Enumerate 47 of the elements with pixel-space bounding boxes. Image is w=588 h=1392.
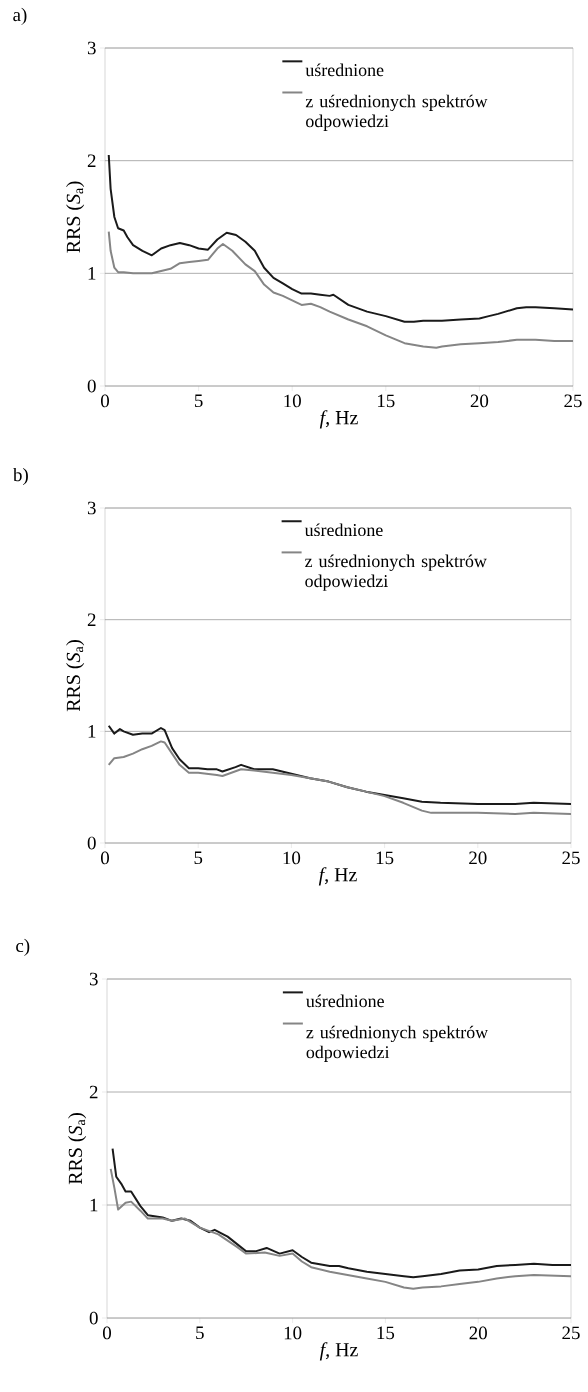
x-tick-label: 10 xyxy=(283,851,301,865)
chart-title: a) xyxy=(13,7,27,25)
chart-title: c) xyxy=(16,938,30,956)
x-tick-label: 20 xyxy=(469,1326,487,1340)
x-axis-title: f, Hz xyxy=(319,1342,358,1361)
x-tick-label: 15 xyxy=(376,851,394,865)
x-tick-label: 20 xyxy=(470,394,489,408)
y-tick-label: 1 xyxy=(88,267,96,280)
legend-label: uśrednione xyxy=(305,63,384,77)
legend-label: z uśrednionych spektrów odpowiedzi xyxy=(305,554,487,591)
line-series xyxy=(111,1147,571,1279)
x-tick-label: 25 xyxy=(562,1326,580,1340)
y-tick-label: 0 xyxy=(87,836,96,850)
y-tick-label: 1 xyxy=(88,725,96,738)
legend-label: uśrednione xyxy=(306,994,384,1008)
y-tick-label: 3 xyxy=(87,41,96,55)
x-tick-label: 25 xyxy=(562,851,580,865)
y-tick-label: 3 xyxy=(89,972,98,986)
y-tick-label: 2 xyxy=(89,1085,98,1099)
y-tick-label: 0 xyxy=(89,1311,98,1325)
x-tick-label: 20 xyxy=(469,851,487,865)
line-series xyxy=(107,154,573,323)
legend-label: z uśrednionych spektrów odpowiedzi xyxy=(306,1025,489,1062)
x-tick-label: 25 xyxy=(564,394,582,408)
x-tick-label: 15 xyxy=(377,1326,395,1340)
legend-label: z uśrednionych spektrów odpowiedzi xyxy=(305,94,488,131)
y-tick-label: 0 xyxy=(87,379,96,393)
y-axis-title: RRS (S$_{a}$) xyxy=(66,181,85,253)
y-axis-title: RRS (S$_{a}$) xyxy=(68,1113,87,1185)
legend-label: uśrednione xyxy=(304,523,383,537)
y-tick-label: 2 xyxy=(87,154,96,167)
x-tick-label: 10 xyxy=(284,1326,302,1340)
y-axis-title: RRS (S$_{a}$) xyxy=(66,640,85,712)
x-tick-label: 0 xyxy=(100,851,109,865)
x-tick-label: 5 xyxy=(196,1326,204,1340)
x-tick-label: 10 xyxy=(284,394,301,408)
y-tick-label: 2 xyxy=(87,613,96,626)
y-tick-label: 3 xyxy=(87,501,96,515)
x-tick-label: 5 xyxy=(194,394,203,408)
x-tick-label: 5 xyxy=(194,851,203,865)
x-tick-label: 15 xyxy=(377,394,395,408)
chart-title: b) xyxy=(12,467,28,486)
x-axis-title: f, Hz xyxy=(318,867,357,886)
x-tick-label: 0 xyxy=(102,1326,111,1340)
y-tick-label: 1 xyxy=(90,1198,98,1212)
x-tick-label: 0 xyxy=(100,394,109,408)
x-axis-title: f, Hz xyxy=(319,410,358,429)
